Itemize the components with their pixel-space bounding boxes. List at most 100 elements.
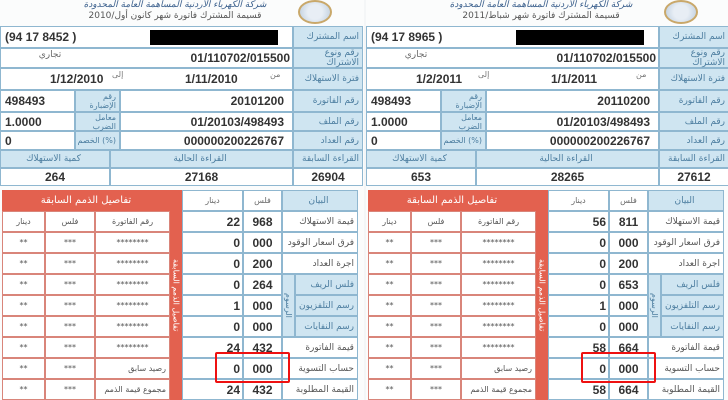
charge-dinar: 0 [548, 274, 609, 295]
charge-label: حساب التسوية [648, 358, 724, 379]
dues-fils: *** [45, 358, 95, 379]
dues-fils: *** [45, 337, 95, 358]
charge-fils: 000 [243, 358, 282, 379]
period-row [366, 68, 659, 90]
subscription-type: تجاري [38, 50, 62, 60]
label-name: اسم المشترك [293, 26, 363, 48]
charge-dinar: 0 [548, 358, 609, 379]
dues-invoice: ******** [461, 232, 536, 253]
dues-header-invoice: رقم الفاتورة [461, 211, 536, 232]
label-period: فترة الاستهلاك [659, 68, 728, 90]
redacted-name [150, 30, 278, 45]
dues-dinar: ** [368, 358, 411, 379]
charges-header-item: البيان [282, 190, 358, 211]
dues-invoice: ******** [461, 295, 536, 316]
company-logo [664, 0, 698, 24]
dues-invoice: ******** [95, 337, 170, 358]
charges-header-dinar: دينار [548, 190, 609, 211]
period-to-label: إلى [478, 70, 490, 79]
consumption-value: 264 [0, 168, 110, 186]
dues-invoice: مجموع قيمة الذمم [461, 379, 536, 400]
dues-dinar: ** [2, 295, 45, 316]
reading-ref-value: 498493 [0, 90, 75, 112]
charge-fils: 664 [609, 379, 648, 400]
dues-dinar: ** [368, 232, 411, 253]
subscription-type: تجاري [404, 50, 428, 60]
charge-label: فلس الريف [661, 274, 724, 295]
dues-invoice: ******** [95, 253, 170, 274]
charges-header-fils: فلس [243, 190, 282, 211]
charge-fils: 653 [609, 274, 648, 295]
label-subscription: رقم ونوع الاشتراك [659, 48, 728, 68]
charge-dinar: 0 [182, 232, 243, 253]
dues-header-dinar: دينار [2, 211, 45, 232]
dues-dinar: ** [368, 316, 411, 337]
dues-fils: *** [45, 253, 95, 274]
charge-fils: 000 [243, 316, 282, 337]
charge-label: رسم التلفزيون [295, 295, 358, 316]
charge-fils: 000 [243, 295, 282, 316]
charges-header-dinar: دينار [182, 190, 243, 211]
prev-reading-value: 27612 [659, 168, 728, 186]
dues-fils: *** [411, 379, 461, 400]
dues-dinar: ** [368, 295, 411, 316]
charge-fils: 000 [609, 232, 648, 253]
prev-reading-value: 26904 [293, 168, 363, 186]
dues-dinar: ** [2, 337, 45, 358]
label-subscription: رقم ونوع الاشتراك [293, 48, 363, 68]
dues-fils: *** [411, 274, 461, 295]
charge-label: رسم النفايات [295, 316, 358, 337]
label-file: رقم الملف [293, 112, 363, 131]
dues-invoice: رصيد سابق [461, 358, 536, 379]
charge-label: فلس الريف [295, 274, 358, 295]
file-number-value: 01/20103/498493 [120, 112, 293, 131]
period-from-label: من [270, 70, 281, 79]
charge-fils: 200 [243, 253, 282, 274]
charge-label: رسم التلفزيون [661, 295, 724, 316]
dues-fils: *** [411, 358, 461, 379]
bill-subtitle: قسيمة المشترك فاتورة شهر شباط/2011 [462, 11, 620, 21]
company-logo [298, 0, 332, 24]
dues-dinar: ** [368, 337, 411, 358]
charge-label: القيمة المطلوبة [282, 379, 358, 400]
dues-header-fils: فلس [411, 211, 461, 232]
label-consumption: كمية الاستهلاك [366, 150, 476, 168]
charge-fils: 200 [609, 253, 648, 274]
dues-dinar: ** [2, 232, 45, 253]
dues-title: تفاصيل الذمم السابقة [368, 190, 536, 211]
charge-label: اجرة العداد [648, 253, 724, 274]
discount-value: 0 [366, 131, 441, 150]
multiplier-value: 1.0000 [0, 112, 75, 131]
charge-dinar: 0 [182, 253, 243, 274]
charge-fils: 811 [609, 211, 648, 232]
dues-header-fils: فلس [45, 211, 95, 232]
meter-number-value: 000000200226767 [120, 131, 293, 150]
label-multiplier: معامل الضرب [441, 112, 486, 131]
label-meter: رقم العداد [659, 131, 728, 150]
discount-value: 0 [0, 131, 75, 150]
charge-dinar: 1 [548, 295, 609, 316]
period-to-label: إلى [112, 70, 124, 79]
label-reading-ref: رقم الإضبارة [441, 90, 486, 112]
dues-invoice: رصيد سابق [95, 358, 170, 379]
company-title: شركة الكهرباء الأردنية المساهمة العامة ا… [83, 0, 267, 10]
dues-invoice: ******** [461, 274, 536, 295]
multiplier-value: 1.0000 [366, 112, 441, 131]
period-to: 1/2/2011 [416, 72, 463, 86]
curr-reading-value: 27168 [110, 168, 293, 186]
charge-dinar: 0 [182, 358, 243, 379]
charge-fils: 432 [243, 379, 282, 400]
label-multiplier: معامل الضرب [75, 112, 120, 131]
charge-label: قيمة الاستهلاك [282, 211, 358, 232]
dues-fils: *** [45, 274, 95, 295]
dues-invoice: ******** [461, 253, 536, 274]
charge-dinar: 24 [182, 379, 243, 400]
meter-number-value: 000000200226767 [486, 131, 659, 150]
charge-label: رسم النفايات [661, 316, 724, 337]
dues-invoice: ******** [461, 337, 536, 358]
charge-label: حساب التسوية [282, 358, 358, 379]
dues-invoice: ******** [95, 274, 170, 295]
charge-dinar: 1 [182, 295, 243, 316]
fees-group-label: الرسوم [648, 274, 661, 337]
dues-invoice: ******** [95, 232, 170, 253]
